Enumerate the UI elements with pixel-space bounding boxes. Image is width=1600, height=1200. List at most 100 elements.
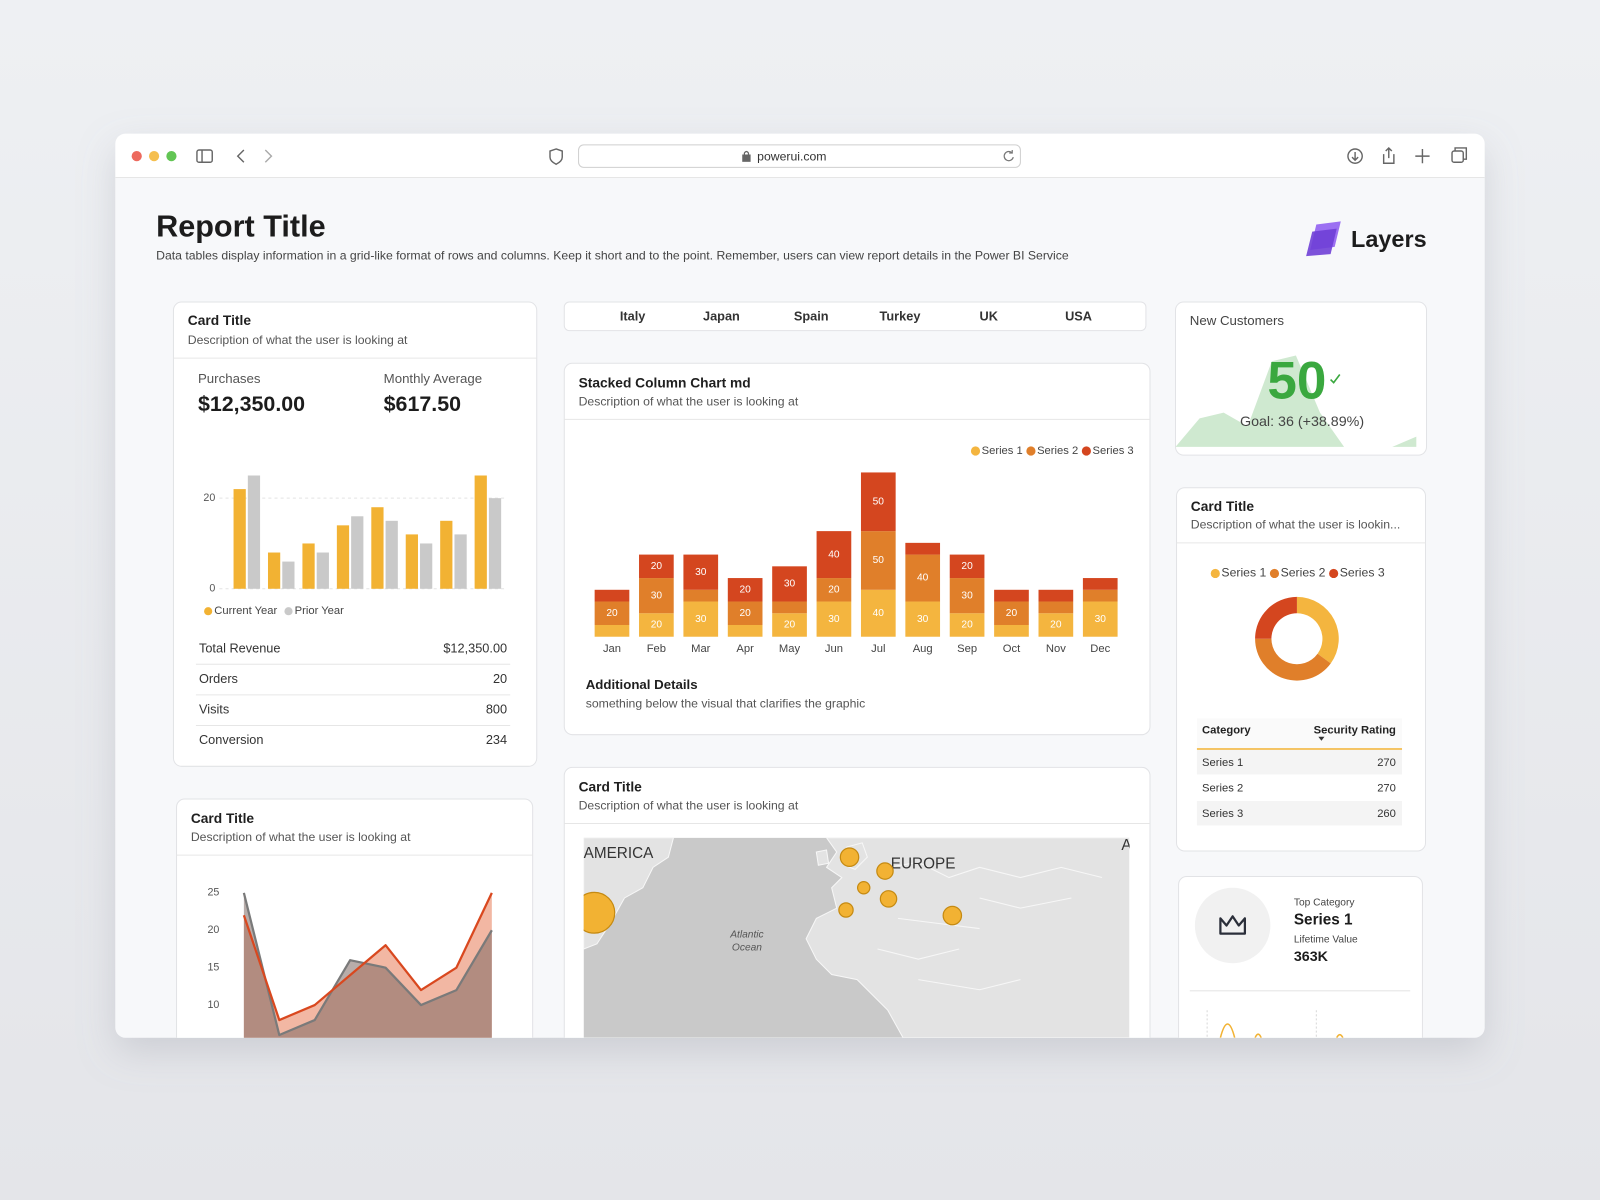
card-title: Card Title bbox=[579, 779, 643, 794]
bar bbox=[282, 561, 295, 589]
footer-title: Additional Details bbox=[586, 677, 698, 692]
legend-marker bbox=[1081, 446, 1091, 456]
bar-segment bbox=[1038, 601, 1074, 614]
bar-segment bbox=[994, 624, 1029, 637]
bar-segment bbox=[949, 554, 985, 579]
y-tick-label: 0 bbox=[209, 583, 215, 595]
metric-value: $617.50 bbox=[384, 392, 461, 416]
bar-segment bbox=[1082, 578, 1118, 590]
filter-tab[interactable]: Turkey bbox=[880, 309, 922, 324]
x-tick-label: Apr bbox=[736, 643, 754, 655]
filter-tabs: Italy Japan Spain Turkey UK USA bbox=[620, 309, 1092, 324]
data-label: 40 bbox=[828, 549, 840, 560]
map-bubble bbox=[838, 902, 854, 918]
data-label: 30 bbox=[1095, 614, 1107, 625]
legend-label: Prior Year bbox=[295, 605, 345, 617]
reload-button[interactable] bbox=[1003, 149, 1014, 162]
bar-segment bbox=[594, 624, 630, 637]
row-label: Conversion bbox=[199, 732, 264, 747]
data-label: 20 bbox=[961, 561, 973, 572]
tabs-button[interactable] bbox=[1451, 150, 1464, 163]
data-label: 20 bbox=[1006, 608, 1018, 619]
bar-segment bbox=[683, 601, 719, 637]
card-description: Description of what the user is looking … bbox=[188, 333, 408, 347]
bar bbox=[385, 520, 398, 589]
rating-table: Category Security Rating Series 1 270 Se… bbox=[1196, 718, 1403, 826]
x-tick-label: Aug bbox=[913, 643, 933, 655]
x-tick-label: Jul bbox=[871, 643, 885, 655]
legend-marker bbox=[1329, 568, 1339, 579]
metric-value: $12,350.00 bbox=[198, 392, 305, 416]
mini-chart-grid bbox=[1206, 1010, 1317, 1038]
bar-segment bbox=[860, 472, 896, 532]
x-tick-label: Feb bbox=[647, 643, 666, 655]
sparkline-area bbox=[1175, 355, 1417, 447]
data-label: 20 bbox=[828, 584, 840, 595]
data-label: 30 bbox=[695, 567, 707, 578]
bar bbox=[488, 498, 502, 589]
legend-label: Series 2 bbox=[1281, 566, 1326, 580]
data-label: 30 bbox=[961, 590, 973, 601]
download-button[interactable] bbox=[1347, 148, 1363, 164]
filter-tab[interactable]: Spain bbox=[794, 309, 829, 324]
logo: Layers bbox=[1306, 221, 1427, 257]
bar-segment bbox=[816, 578, 852, 602]
x-tick-label: Dec bbox=[1090, 643, 1110, 655]
table-row bbox=[1196, 749, 1403, 775]
minimize-button[interactable] bbox=[148, 151, 160, 162]
filter-tab[interactable]: Italy bbox=[620, 309, 646, 324]
toolbar-icons bbox=[196, 146, 1468, 166]
address-bar[interactable] bbox=[578, 144, 1021, 168]
map-label: Ocean bbox=[732, 943, 762, 954]
bar-segment bbox=[594, 601, 630, 625]
report-title: Report Title bbox=[156, 210, 326, 244]
crown-icon bbox=[1219, 915, 1247, 935]
line bbox=[242, 892, 493, 1022]
x-tick-label: Oct bbox=[1003, 643, 1021, 655]
card-title: Card Title bbox=[188, 313, 252, 328]
cell: Series 1 bbox=[1202, 757, 1243, 769]
sidebar-button[interactable] bbox=[196, 149, 213, 163]
top-sub-label: Lifetime Value bbox=[1294, 934, 1358, 945]
close-button[interactable] bbox=[131, 151, 142, 162]
bar-segment bbox=[816, 531, 852, 579]
filter-tab[interactable]: UK bbox=[980, 309, 999, 324]
top-value: Series 1 bbox=[1294, 911, 1353, 928]
chart-title: Stacked Column Chart md bbox=[579, 375, 751, 390]
bar-segment bbox=[905, 542, 941, 555]
share-button[interactable] bbox=[1382, 146, 1395, 164]
map-points bbox=[583, 847, 963, 934]
filter-tab[interactable]: USA bbox=[1065, 309, 1092, 324]
bar-segment bbox=[772, 613, 807, 637]
sort-icon[interactable] bbox=[1318, 736, 1325, 741]
legend-label: Current Year bbox=[214, 605, 277, 617]
y-tick-label: 10 bbox=[207, 999, 219, 1011]
check-icon bbox=[1330, 373, 1341, 384]
donut-segment bbox=[1296, 596, 1339, 664]
data-label: 20 bbox=[651, 620, 663, 631]
top-label: Top Category bbox=[1294, 898, 1355, 909]
column-header[interactable]: Category bbox=[1202, 725, 1251, 737]
x-tick-label: Nov bbox=[1046, 643, 1066, 655]
new-tab-button[interactable] bbox=[1415, 148, 1430, 164]
data-label: 30 bbox=[695, 614, 707, 625]
card-title: Card Title bbox=[1191, 499, 1255, 514]
back-button[interactable] bbox=[236, 149, 245, 163]
data-label: 30 bbox=[917, 614, 929, 625]
legend-label: Series 3 bbox=[1340, 566, 1385, 580]
forward-button[interactable] bbox=[264, 149, 273, 163]
x-tick-label: Jun bbox=[825, 643, 843, 655]
zoom-button[interactable] bbox=[166, 151, 177, 162]
bar bbox=[233, 489, 246, 589]
cell: Series 3 bbox=[1202, 808, 1243, 820]
data-label: 30 bbox=[828, 614, 840, 625]
map-bubble bbox=[876, 862, 894, 880]
map-label: Atlantic bbox=[729, 929, 763, 940]
line bbox=[242, 892, 493, 1037]
filter-tab[interactable]: Japan bbox=[703, 309, 740, 324]
bar bbox=[302, 543, 315, 589]
browser-window: powerui.com Report Title Data tables dis… bbox=[115, 133, 1485, 1038]
bar-segment bbox=[1038, 613, 1074, 637]
column-header[interactable]: Security Rating bbox=[1314, 725, 1396, 737]
